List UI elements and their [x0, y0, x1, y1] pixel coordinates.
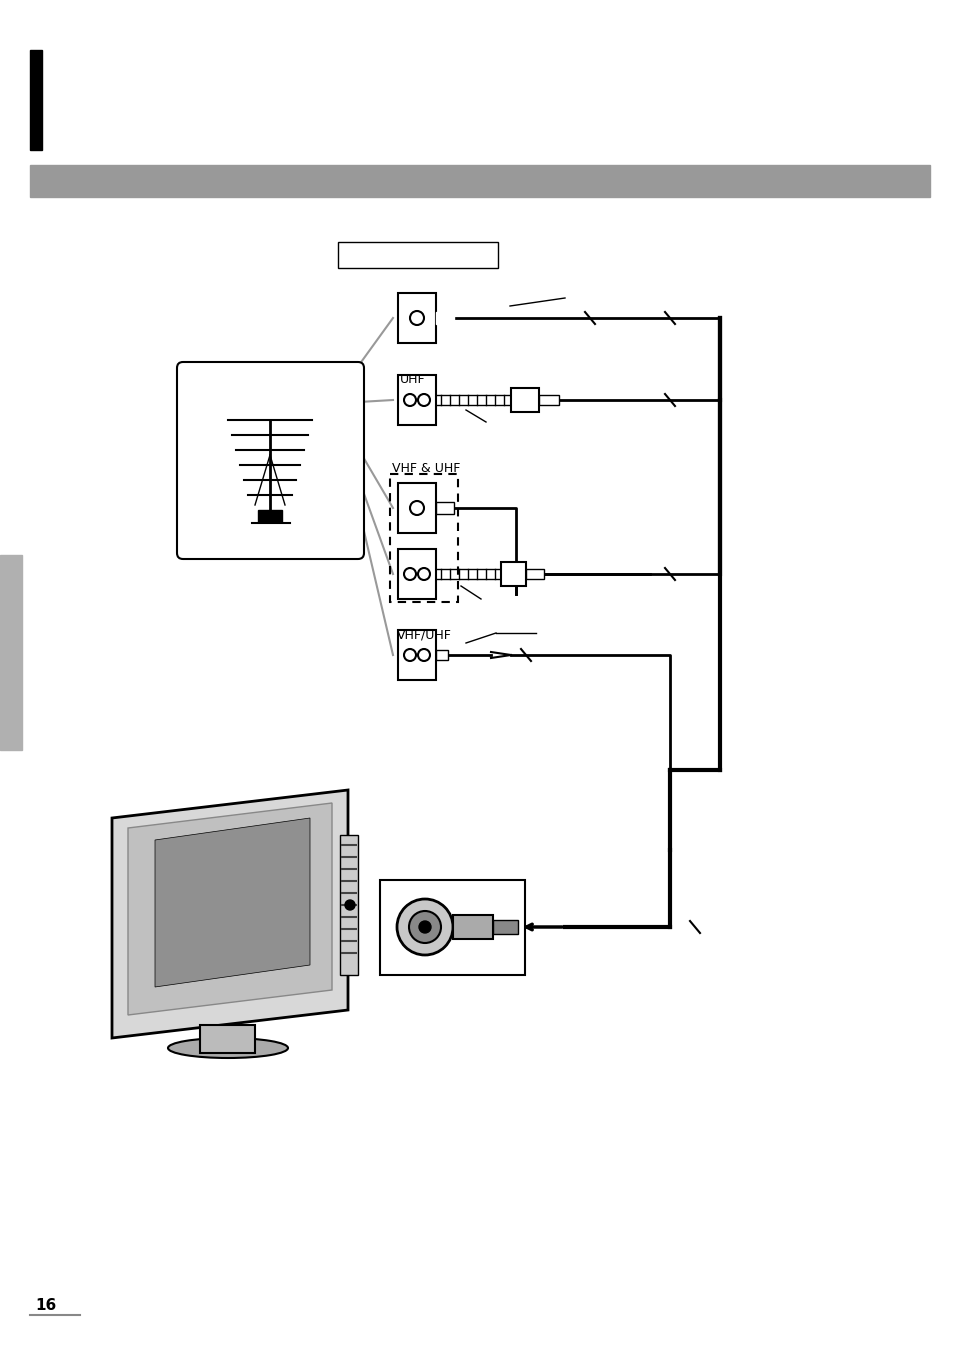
Polygon shape	[112, 790, 348, 1038]
Polygon shape	[128, 803, 332, 1015]
Circle shape	[410, 310, 423, 325]
Bar	[511, 387, 538, 412]
Bar	[30, 50, 42, 150]
Circle shape	[403, 649, 416, 662]
Circle shape	[417, 649, 430, 662]
Bar	[436, 649, 448, 660]
Bar	[397, 549, 436, 599]
Polygon shape	[154, 818, 310, 987]
Bar	[397, 293, 436, 343]
Circle shape	[417, 568, 430, 580]
FancyBboxPatch shape	[177, 362, 364, 559]
Bar	[397, 483, 436, 533]
Bar	[493, 919, 517, 934]
Text: VHF/UHF: VHF/UHF	[396, 628, 452, 641]
Bar	[538, 396, 558, 405]
Circle shape	[409, 911, 440, 944]
Text: 16: 16	[35, 1297, 56, 1314]
Text: VHF & UHF: VHF & UHF	[392, 462, 460, 475]
Bar	[0, 555, 22, 751]
Circle shape	[403, 394, 416, 406]
Circle shape	[345, 900, 355, 910]
Bar	[337, 242, 497, 269]
Bar	[200, 1025, 254, 1053]
Bar	[500, 562, 525, 586]
Circle shape	[396, 899, 453, 954]
Bar	[397, 375, 436, 425]
Bar	[436, 502, 454, 514]
Circle shape	[418, 921, 431, 933]
Bar	[436, 312, 454, 324]
Bar	[397, 630, 436, 680]
Ellipse shape	[168, 1038, 288, 1058]
Circle shape	[403, 568, 416, 580]
Bar	[525, 568, 543, 579]
Circle shape	[410, 501, 423, 514]
Bar	[30, 165, 929, 197]
Bar	[453, 915, 493, 940]
Text: UHF: UHF	[399, 373, 425, 386]
Bar	[379, 880, 524, 975]
Circle shape	[417, 394, 430, 406]
Bar	[257, 510, 282, 522]
Bar	[339, 836, 357, 975]
Bar	[390, 474, 457, 602]
